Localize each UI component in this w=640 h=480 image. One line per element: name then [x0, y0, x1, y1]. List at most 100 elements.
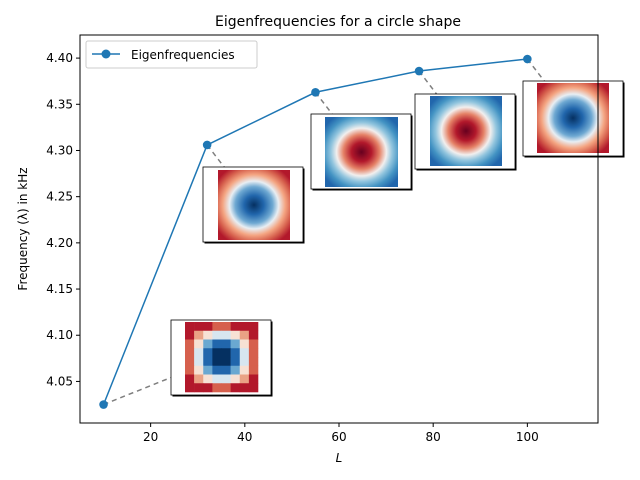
y-axis-ticks: 4.05 4.10 4.15 4.20 4.25 4.30 4.35 4.40: [46, 51, 80, 388]
data-point: [414, 66, 424, 76]
inset-pixel: [239, 374, 250, 384]
inset-pixel: [212, 365, 222, 375]
inset-pixel: [212, 348, 222, 358]
inset-pixel: [212, 339, 222, 349]
inset-pixel: [194, 383, 204, 393]
inset-pixel: [230, 374, 241, 384]
inset-pixel: [230, 330, 241, 340]
inset-pixel: [185, 348, 195, 358]
x-tick-label: 20: [143, 430, 158, 444]
inset-pixel: [203, 330, 213, 340]
y-tick-label: 4.20: [46, 236, 73, 250]
legend-box: [85, 40, 258, 69]
inset-pixel: [194, 365, 204, 375]
inset-pixel: [230, 383, 241, 393]
y-tick-label: 4.15: [46, 282, 73, 296]
inset-pixel: [221, 322, 231, 332]
inset-pixel: [221, 374, 231, 384]
x-axis-label: L: [336, 451, 343, 465]
data-point: [523, 54, 532, 64]
inset-pixel: [194, 374, 204, 384]
inset-pixel: [221, 348, 231, 358]
inset-pixel: [194, 322, 204, 332]
inset-mode-image: [202, 166, 305, 244]
inset-heatmap: [325, 117, 398, 187]
inset-pixel: [221, 339, 231, 349]
inset-pixel: [239, 365, 250, 375]
y-tick-label: 4.30: [46, 143, 73, 157]
y-tick-label: 4.40: [46, 51, 73, 65]
inset-pixel: [248, 330, 259, 340]
y-tick-label: 4.25: [46, 190, 73, 204]
inset-pixel: [203, 374, 213, 384]
inset-pixel: [221, 330, 231, 340]
inset-pixel: [212, 322, 222, 332]
inset-pixel: [239, 348, 250, 358]
y-tick-label: 4.10: [46, 328, 73, 342]
inset-pixel: [239, 322, 250, 332]
inset-mode-image: [522, 80, 625, 158]
x-tick-label: 40: [237, 430, 252, 444]
inset-connector: [103, 356, 222, 406]
inset-pixel: [248, 383, 259, 393]
x-axis-ticks: 20 40 60 80 100: [143, 423, 539, 444]
inset-pixel: [248, 374, 259, 384]
inset-pixel: [203, 365, 213, 375]
inset-pixel: [212, 374, 222, 384]
inset-pixel: [248, 322, 259, 332]
inset-pixel: [221, 365, 231, 375]
inset-pixel: [248, 365, 259, 375]
inset-pixel: [203, 357, 213, 367]
inset-pixel: [185, 357, 195, 367]
inset-pixel: [230, 365, 241, 375]
inset-pixel: [185, 365, 195, 375]
inset-pixel: [185, 330, 195, 340]
legend-marker-swatch: [101, 49, 111, 59]
inset-heatmap: [218, 170, 290, 240]
inset-pixel: [185, 322, 195, 332]
inset-pixel: [248, 348, 259, 358]
y-tick-label: 4.35: [46, 97, 73, 111]
legend-entry-eigenfrequencies: Eigenfrequencies: [131, 48, 235, 62]
inset-pixel: [185, 374, 195, 384]
x-tick-label: 60: [331, 430, 346, 444]
chart-title: Eigenfrequencies for a circle shape: [215, 14, 461, 30]
y-axis-label: Frequency (λ) in kHz: [16, 167, 30, 290]
inset-pixel: [212, 330, 222, 340]
inset-pixel: [221, 357, 231, 367]
insets-layer: [170, 80, 625, 397]
data-point: [99, 400, 108, 409]
inset-pixel: [248, 339, 259, 349]
inset-mode-image: [414, 93, 517, 171]
inset-pixel: [239, 330, 250, 340]
inset-pixel: [212, 383, 222, 393]
inset-pixel: [203, 383, 213, 393]
inset-pixel: [239, 357, 250, 367]
inset-pixel: [230, 322, 241, 332]
inset-pixel: [248, 357, 259, 367]
inset-mode-image: [170, 319, 273, 397]
legend: Eigenfrequencies: [85, 40, 258, 69]
inset-heatmap: [430, 96, 502, 166]
inset-pixel: [230, 357, 241, 367]
inset-pixel: [194, 339, 204, 349]
inset-pixel: [203, 339, 213, 349]
inset-pixel: [239, 339, 250, 349]
x-tick-label: 100: [516, 430, 539, 444]
inset-heatmap: [537, 83, 609, 153]
data-point: [202, 140, 212, 150]
series-layer: [99, 54, 532, 409]
inset-mode-image: [310, 113, 413, 191]
inset-pixel: [221, 383, 231, 393]
inset-pixel: [194, 357, 204, 367]
inset-pixel: [212, 357, 222, 367]
x-tick-label: 80: [426, 430, 441, 444]
inset-pixel: [185, 339, 195, 349]
inset-pixel: [239, 383, 250, 393]
y-tick-label: 4.05: [46, 374, 73, 388]
inset-pixel: [230, 348, 241, 358]
inset-pixel: [230, 339, 241, 349]
data-point: [311, 87, 320, 97]
